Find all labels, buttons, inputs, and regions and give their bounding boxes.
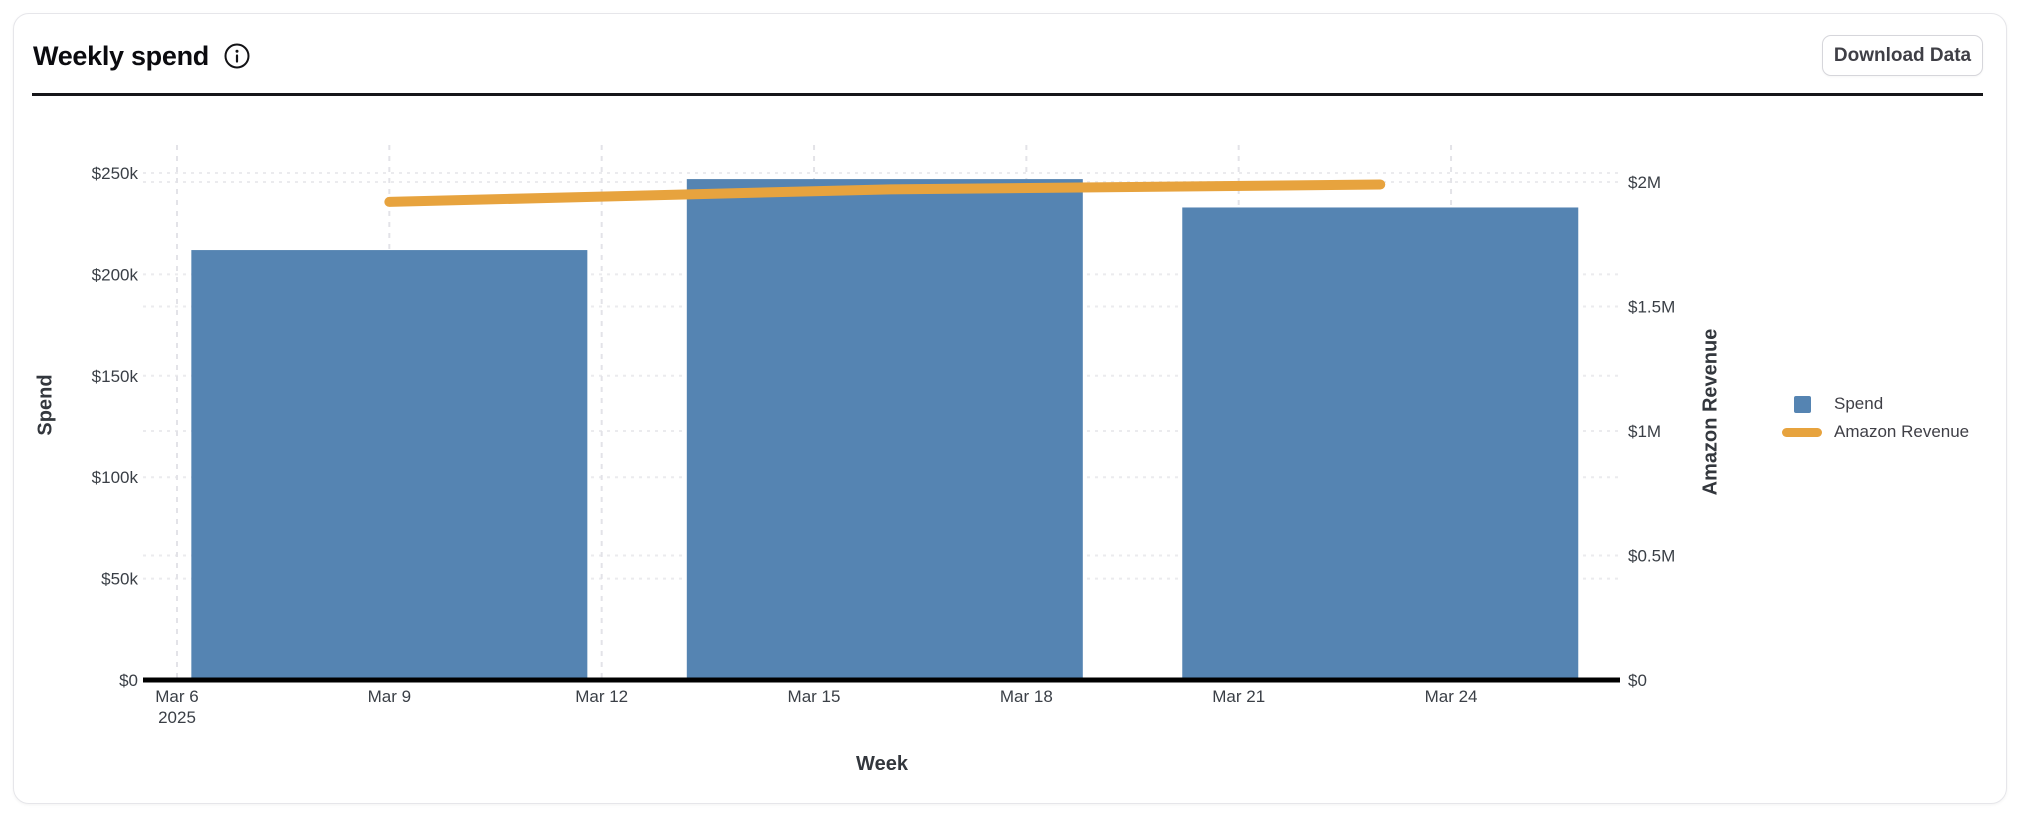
right-axis-tick-label: $0 — [1628, 671, 1647, 690]
spend-bar — [686, 179, 1083, 681]
x-axis-tick-label: Mar 24 — [1425, 687, 1478, 706]
x-axis-tick-label: Mar 6 — [155, 687, 198, 706]
x-axis-tick-label: 2025 — [158, 708, 196, 727]
x-axis-tick-label: Mar 9 — [368, 687, 411, 706]
card-header: Weekly spend — [33, 38, 251, 74]
legend-item-spend[interactable]: Spend — [1778, 390, 1969, 418]
chart-legend: Spend Amazon Revenue — [1778, 390, 1969, 446]
info-icon[interactable] — [223, 42, 251, 70]
legend-label-amazon-revenue: Amazon Revenue — [1834, 422, 1970, 441]
legend-item-amazon-revenue[interactable]: Amazon Revenue — [1778, 418, 1969, 446]
header-divider — [32, 93, 1983, 96]
left-axis-tick-label: $250k — [92, 164, 139, 183]
left-axis-tick-label: $200k — [92, 265, 139, 284]
right-axis-tick-label: $1M — [1628, 422, 1661, 441]
spend-bar — [191, 250, 588, 680]
right-axis-tick-label: $2M — [1628, 173, 1661, 192]
x-axis-tick-label: Mar 18 — [1000, 687, 1053, 706]
left-axis-tick-label: $0 — [119, 671, 138, 690]
spend-swatch-icon — [1793, 395, 1811, 413]
revenue-swatch-icon — [1782, 427, 1822, 437]
x-axis-title: Week — [856, 753, 908, 775]
legend-marker-col — [1778, 427, 1826, 437]
x-axis-tick-label: Mar 21 — [1212, 687, 1265, 706]
amazon-revenue-line — [384, 179, 1386, 207]
right-axis-title: Amazon Revenue — [1699, 328, 1722, 496]
right-axis-tick-label: $0.5M — [1628, 547, 1675, 566]
legend-label-spend: Spend — [1834, 394, 1884, 413]
left-axis-tick-label: $100k — [92, 468, 139, 487]
spend-bar — [1182, 207, 1579, 680]
left-axis-title: Spend — [34, 374, 57, 436]
x-axis-tick-label: Mar 15 — [788, 687, 841, 706]
page-title: Weekly spend — [33, 40, 209, 71]
x-axis-tick-label: Mar 12 — [575, 687, 628, 706]
right-axis-tick-label: $1.5M — [1628, 298, 1675, 317]
download-data-button[interactable]: Download Data — [1822, 35, 1983, 76]
left-axis-tick-label: $150k — [92, 367, 139, 386]
left-axis-tick-label: $50k — [101, 570, 138, 589]
legend-marker-col — [1778, 395, 1826, 413]
